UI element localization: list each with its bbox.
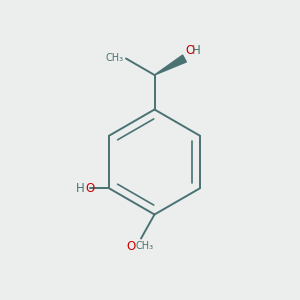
Text: O: O [185, 44, 195, 57]
Text: CH₃: CH₃ [136, 241, 154, 251]
Text: H: H [192, 44, 201, 57]
Text: H: H [75, 182, 84, 195]
Polygon shape [154, 55, 186, 75]
Text: O: O [85, 182, 94, 195]
Text: CH₃: CH₃ [106, 53, 124, 64]
Text: O: O [126, 239, 135, 253]
